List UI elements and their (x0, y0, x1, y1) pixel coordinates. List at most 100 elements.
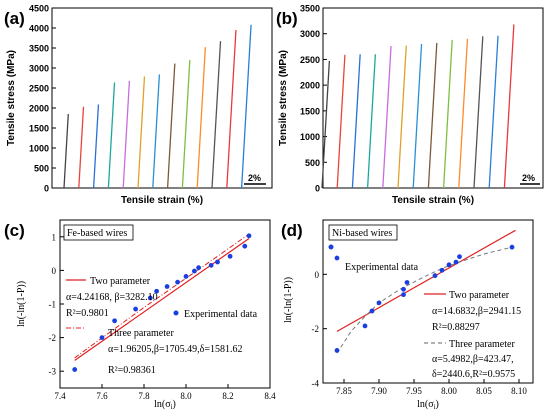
c-data-point-10 (196, 265, 202, 271)
panel-a-frame (51, 7, 273, 189)
a-y-tick-label-6: 3000 (29, 64, 49, 74)
b-y-tick-label-0: 0 (315, 184, 320, 194)
panel-d: (d) 7.85 7.90 7.95 8.00 8.05 8.10 -4 -2 0 Ni-bas… (281, 219, 534, 411)
panel-b-x-label: Tensile strain (%) (392, 195, 474, 206)
panel-c-legend-three-params: α=1.96205,β=1705.49,δ=1581.62 (108, 344, 242, 355)
a-y-tick-label-7: 3500 (29, 44, 49, 54)
panel-c-legend-two: Two parameter (90, 276, 151, 287)
d-x-tick-label-1: 7.90 (371, 386, 387, 396)
panel-d-ticks: 7.85 7.90 7.95 8.00 8.05 8.10 -4 -2 0 (312, 270, 528, 396)
d-data-point-3 (369, 308, 375, 314)
panel-a-series (63, 24, 252, 189)
panel-a-y-label: Tensile stress (MPa) (6, 50, 17, 146)
c-x-tick-label-1: 7.6 (96, 391, 108, 401)
c-data-point-5 (154, 288, 160, 294)
panel-c-label: (c) (4, 221, 25, 240)
d-y-tick-label-2: 0 (315, 270, 320, 280)
panel-c-legend-two-params: α=4.24168, β=3282.10 (66, 292, 158, 303)
b-series-line-4 (382, 46, 392, 189)
panel-d-title: Ni-based wires (332, 228, 392, 239)
a-series-line-0 (63, 113, 69, 189)
panel-d-x-label: ln(σi) (417, 399, 439, 411)
panel-d-label: (d) (281, 221, 303, 240)
c-data-point-12 (215, 259, 220, 265)
panel-c-legend-exp-swatch (173, 310, 179, 316)
d-data-point-9 (439, 267, 445, 273)
d-x-tick-label-4: 8.05 (476, 386, 492, 396)
panel-d-legend-three-params-2: δ=2440.6,R²=0.9575 (432, 369, 515, 380)
a-y-tick-label-4: 2000 (29, 104, 49, 114)
panel-c-legend-three: Three parameter (108, 328, 174, 339)
b-y-tick-label-4: 2000 (300, 81, 320, 91)
panel-d-legend-two-params: α=14.6832,β=2941.15 (432, 306, 521, 317)
c-data-point-4 (147, 295, 153, 301)
panel-c-ticks: 7.4 7.6 7.8 8.0 8.2 8.4 -3 -2 -1 0 1 (49, 232, 277, 401)
a-series-line-2 (92, 104, 100, 189)
panel-b-label: (b) (276, 9, 298, 28)
panel-c-legend-two-r2: R²=0.9801 (66, 308, 109, 319)
c-y-tick-label-0: -3 (49, 367, 57, 377)
d-data-point-2 (362, 323, 368, 329)
panel-a: (a) 0 500 1000 1500 2000 2500 3000 3500 4000 4500… (4, 4, 273, 206)
b-y-tick-label-2: 1000 (300, 132, 320, 142)
a-series-line-11 (226, 29, 237, 189)
b-series-line-2 (351, 54, 361, 189)
c-y-tick-label-3: 0 (52, 266, 57, 276)
panel-a-label: (a) (4, 9, 25, 28)
a-series-line-4 (122, 80, 131, 189)
d-x-tick-label-0: 7.85 (336, 386, 352, 396)
d-data-point-8 (432, 273, 438, 279)
a-series-line-7 (166, 63, 176, 189)
c-x-tick-label-3: 8.0 (180, 391, 192, 401)
panel-b-y-label: Tensile stress (MPa) (278, 50, 289, 146)
panel-b: (b) 0 500 1000 1500 2000 2500 3000 3500 2% Tens… (276, 4, 544, 206)
c-y-tick-label-1: -2 (49, 333, 57, 343)
c-data-point-8 (183, 274, 189, 279)
c-data-point-3 (133, 306, 139, 312)
a-y-tick-label-3: 1500 (29, 124, 49, 134)
c-y-tick-label-4: 1 (52, 232, 57, 242)
c-data-point-13 (227, 253, 233, 259)
d-data-point-12 (457, 254, 462, 260)
panel-a-y-ticks: 0 500 1000 1500 2000 2500 3000 3500 4000 4500 (29, 4, 56, 194)
panel-b-y-ticks: 0 500 1000 1500 2000 2500 3000 3500 (300, 4, 327, 194)
c-x-tick-label-4: 8.2 (222, 391, 233, 401)
panel-a-x-label: Tensile strain (%) (121, 195, 203, 206)
b-y-tick-label-5: 2500 (300, 55, 320, 65)
c-data-point-7 (175, 279, 181, 285)
panel-c: (c) 7.4 7.6 7.8 8.0 8.2 8.4 -3 -2 -1 0 1 Fe-based … (4, 219, 277, 411)
a-y-tick-label-2: 1000 (29, 144, 49, 154)
a-series-line-12 (240, 24, 252, 189)
panel-b-frame (322, 7, 544, 189)
a-y-tick-label-8: 4000 (29, 24, 49, 34)
a-series-line-1 (78, 106, 85, 189)
b-y-tick-label-1: 500 (305, 158, 320, 168)
d-data-point-4 (376, 300, 382, 306)
a-series-line-3 (107, 82, 116, 189)
d-data-point-7 (404, 280, 410, 285)
c-data-point-15 (246, 233, 252, 239)
d-data-point-13 (509, 244, 515, 250)
panel-d-legend-exp-swatch (328, 244, 334, 250)
panel-b-scale-bar-label: 2% (522, 173, 535, 183)
a-series-line-8 (181, 59, 191, 189)
a-y-tick-label-1: 500 (34, 164, 49, 174)
c-fit-three-parameter (74, 233, 250, 359)
panel-c-legend-three-r2: R²=0.98361 (108, 365, 156, 376)
b-series-line-1 (336, 54, 346, 189)
d-data-point-5 (401, 292, 406, 298)
b-series-line-6 (412, 43, 423, 189)
panel-c-legend-exp: Experimental data (184, 309, 258, 320)
c-x-tick-label-2: 7.8 (138, 391, 150, 401)
a-series-line-6 (152, 74, 161, 189)
c-data-point-14 (242, 243, 248, 249)
panel-d-legend-two: Two parameter (449, 290, 510, 301)
d-y-tick-label-0: -4 (312, 379, 320, 389)
a-series-line-10 (211, 41, 222, 189)
d-fit-two-parameter (336, 229, 516, 332)
panel-d-y-label: ln(-ln(1-P)) (283, 277, 294, 323)
c-x-tick-label-5: 8.4 (264, 391, 276, 401)
d-x-tick-label-3: 8.00 (441, 386, 457, 396)
a-y-tick-label-9: 4500 (29, 4, 49, 14)
d-data-point-6 (401, 286, 406, 292)
